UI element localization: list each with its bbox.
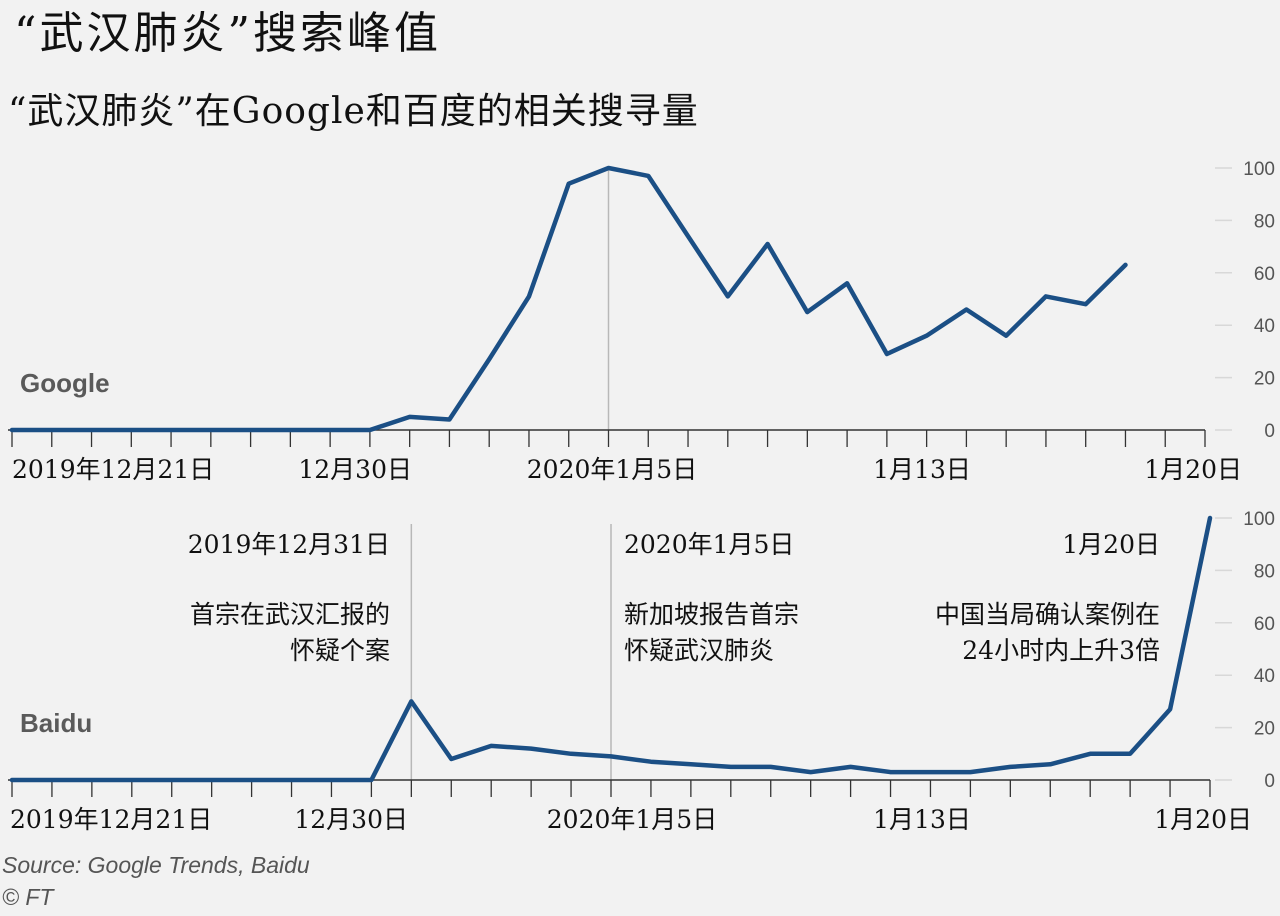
chart-subtitle: “武汉肺炎”在Google和百度的相关搜寻量 [8,91,699,132]
baidu-x-tick-label: 12月30日 [294,805,408,834]
google-ytick-label: 20 [1254,369,1275,390]
baidu-annotation-text: 新加坡报告首宗 [624,600,799,629]
baidu-ytick-label: 100 [1243,509,1275,530]
baidu-annotation-text: 怀疑个案 [290,636,390,665]
baidu-ytick-label: 0 [1264,771,1275,792]
google-x-tick-label: 2020年1月5日 [527,455,697,484]
baidu-ytick-label: 80 [1254,561,1275,582]
baidu-ytick-label: 20 [1254,719,1275,740]
google-ytick-label: 60 [1254,264,1275,285]
baidu-annotation-date: 2019年12月31日 [188,530,390,559]
baidu-panel-label: Baidu [20,708,92,738]
baidu-series-line [9,515,1213,783]
google-ytick-label: 40 [1254,316,1275,337]
baidu-annotation-date: 1月20日 [1062,530,1160,559]
google-ytick-label: 100 [1243,159,1275,180]
google-x-tick-label: 1月20日 [1144,455,1242,484]
baidu-x-tick-label: 1月20日 [1154,805,1252,834]
baidu-annotation-text: 首宗在武汉汇报的 [190,600,390,629]
google-series-line [9,165,1128,433]
google-x-tick-label: 12月30日 [298,455,412,484]
baidu-ytick-label: 60 [1254,614,1275,635]
baidu-x-tick-label: 2019年12月21日 [10,805,212,834]
chart-title: “武汉肺炎”搜索峰值 [14,8,441,59]
google-x-tick-label: 1月13日 [873,455,971,484]
baidu-annotation-text: 怀疑武汉肺炎 [624,636,774,665]
baidu-ytick-label: 40 [1254,666,1275,687]
source-note: Source: Google Trends, Baidu [2,852,310,878]
google-panel-label: Google [20,368,110,398]
baidu-annotation-date: 2020年1月5日 [624,530,794,559]
baidu-annotation-text: 24小时内上升3倍 [962,636,1160,665]
baidu-x-tick-label: 1月13日 [873,805,971,834]
copyright-note: © FT [2,884,54,910]
google-ytick-label: 80 [1254,211,1275,232]
google-x-tick-label: 2019年12月21日 [12,455,214,484]
baidu-x-tick-label: 2020年1月5日 [547,805,717,834]
google-ytick-label: 0 [1264,421,1275,442]
baidu-annotation-text: 中国当局确认案例在 [935,600,1160,629]
